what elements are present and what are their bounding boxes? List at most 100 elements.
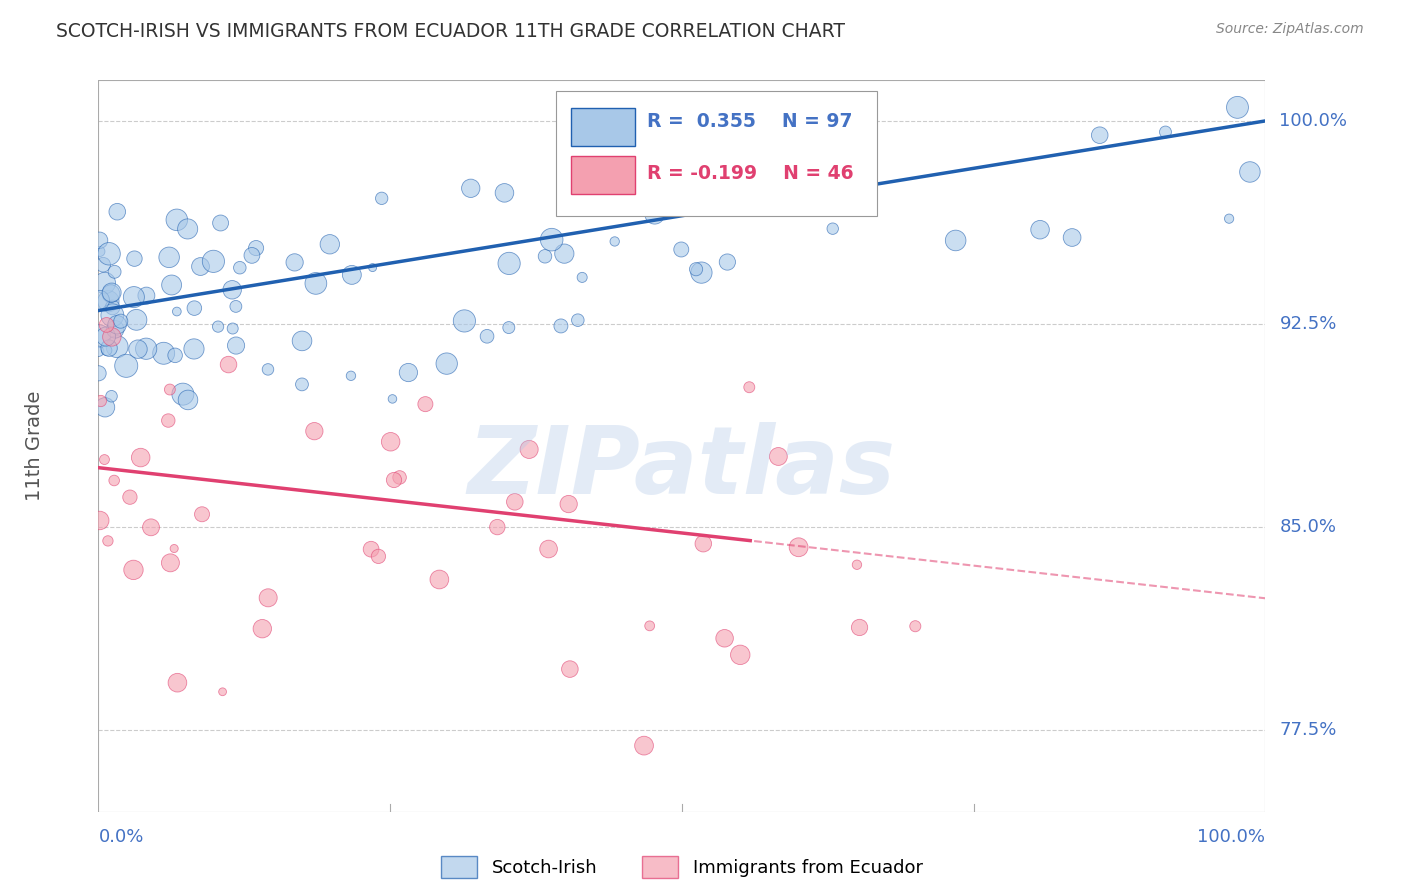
Point (557, 497, 579, 511)
Point (904, 619, 927, 633)
Point (191, 508, 214, 522)
Point (159, 383, 181, 397)
Point (91, 258, 114, 272)
Point (793, 155, 815, 169)
Point (571, 270, 593, 285)
Point (494, 186, 516, 200)
Point (127, 342, 149, 356)
Point (105, 318, 128, 332)
Point (190, 260, 212, 274)
Point (340, 268, 363, 282)
Point (553, 246, 575, 260)
Point (101, 308, 124, 322)
Point (97, 294, 120, 309)
Point (486, 520, 509, 534)
Point (427, 573, 450, 587)
Point (1062, 230, 1084, 244)
Point (319, 237, 342, 252)
Text: 85.0%: 85.0% (1279, 518, 1337, 536)
Point (638, 619, 661, 633)
Point (93, 452, 115, 467)
Text: ZIPatlas: ZIPatlas (468, 422, 896, 514)
Point (475, 329, 498, 343)
Text: 100.0%: 100.0% (1198, 828, 1265, 846)
Point (124, 252, 146, 266)
Point (517, 442, 540, 457)
Point (87, 366, 110, 380)
Point (129, 450, 152, 465)
Point (122, 563, 145, 577)
Point (105, 204, 128, 219)
Point (245, 241, 267, 255)
Point (100, 286, 122, 301)
FancyBboxPatch shape (571, 155, 636, 194)
Point (94, 329, 117, 343)
Point (101, 301, 124, 315)
Point (225, 300, 247, 314)
Point (716, 255, 738, 269)
Point (550, 318, 572, 333)
Point (229, 260, 252, 275)
Point (460, 181, 482, 195)
Point (211, 685, 233, 699)
Point (603, 235, 626, 249)
Point (645, 162, 668, 177)
Point (100, 285, 122, 300)
Text: 11th Grade: 11th Grade (25, 391, 44, 501)
Point (945, 234, 967, 248)
Point (370, 191, 392, 205)
Point (534, 249, 557, 263)
Point (291, 377, 314, 392)
Text: 100.0%: 100.0% (1279, 112, 1347, 130)
Point (382, 473, 405, 487)
Point (340, 368, 363, 383)
Point (209, 216, 232, 230)
Point (1239, 165, 1261, 179)
Point (207, 319, 229, 334)
Point (165, 348, 187, 362)
Point (787, 541, 810, 555)
Point (122, 290, 145, 304)
Point (139, 520, 162, 534)
Point (183, 301, 205, 315)
Point (110, 314, 132, 328)
Point (94, 276, 117, 290)
Point (101, 330, 124, 344)
Point (89, 244, 111, 259)
Point (291, 334, 314, 348)
Point (90, 394, 112, 409)
Point (177, 392, 200, 407)
Point (89, 233, 111, 247)
Point (166, 304, 188, 318)
Point (225, 338, 247, 352)
Point (692, 536, 714, 550)
Point (498, 320, 520, 334)
Point (240, 248, 263, 262)
Point (821, 221, 844, 235)
Point (671, 243, 693, 257)
Point (135, 342, 157, 356)
Point (1218, 211, 1240, 226)
Point (163, 541, 186, 556)
Point (436, 357, 458, 371)
Point (453, 314, 475, 328)
Point (87, 344, 110, 359)
Point (1226, 100, 1249, 114)
Point (503, 495, 526, 509)
Point (738, 380, 761, 394)
Point (172, 387, 194, 401)
Point (176, 222, 198, 236)
Point (97, 533, 120, 548)
Point (89, 293, 111, 308)
Point (104, 322, 127, 336)
Point (558, 662, 581, 676)
Point (118, 490, 141, 504)
Point (381, 392, 404, 406)
Point (96, 343, 118, 358)
Text: SCOTCH-IRISH VS IMMIGRANTS FROM ECUADOR 11TH GRADE CORRELATION CHART: SCOTCH-IRISH VS IMMIGRANTS FROM ECUADOR … (56, 22, 845, 41)
Point (848, 620, 870, 634)
Point (105, 340, 128, 354)
FancyBboxPatch shape (555, 91, 877, 216)
Point (713, 632, 735, 646)
Point (690, 266, 713, 280)
